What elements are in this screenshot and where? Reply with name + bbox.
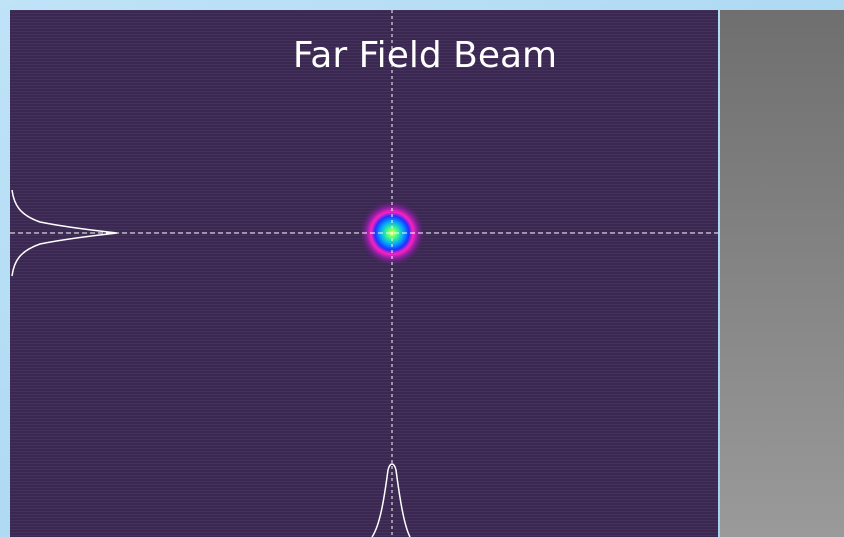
beam-image <box>10 10 718 537</box>
title: Far Field Beam <box>293 35 557 76</box>
vertical-profile <box>371 463 411 537</box>
side-panel <box>720 10 844 537</box>
horizontal-profile <box>11 189 118 277</box>
